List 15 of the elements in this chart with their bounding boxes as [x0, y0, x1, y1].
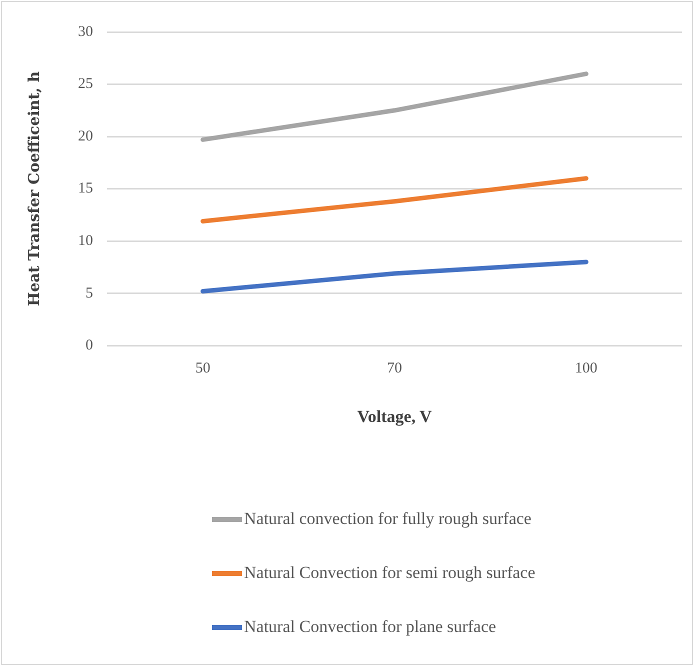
y-tick-label: 15	[78, 180, 93, 197]
y-axis-title: Heat Transfer Coefficeint, h	[24, 71, 43, 306]
legend-label: Natural Convection for semi rough surface	[244, 563, 536, 583]
x-tick-label: 70	[387, 360, 402, 377]
legend-label: Natural Convection for plane surface	[244, 617, 496, 637]
x-axis-title: Voltage, V	[357, 407, 433, 426]
y-tick-label: 30	[78, 24, 93, 40]
y-tick-label: 0	[86, 338, 93, 354]
y-tick-label: 10	[78, 233, 93, 250]
legend-label: Natural convection for fully rough surface	[244, 509, 532, 529]
y-tick-label: 25	[78, 76, 93, 92]
x-tick-label: 50	[195, 360, 210, 377]
x-tick-label: 100	[574, 360, 598, 377]
y-tick-label: 20	[78, 128, 93, 144]
y-tick-label: 5	[86, 285, 93, 302]
